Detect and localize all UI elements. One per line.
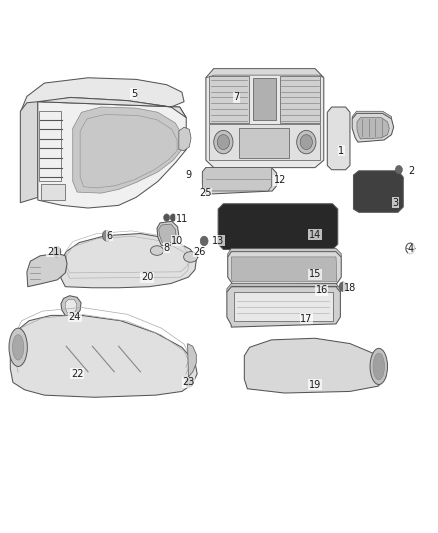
Polygon shape bbox=[65, 300, 77, 313]
Polygon shape bbox=[228, 248, 341, 257]
Polygon shape bbox=[61, 296, 81, 317]
Ellipse shape bbox=[373, 353, 385, 379]
Text: 26: 26 bbox=[193, 247, 205, 256]
Polygon shape bbox=[41, 184, 65, 199]
Polygon shape bbox=[20, 102, 38, 203]
Polygon shape bbox=[202, 167, 277, 194]
Circle shape bbox=[170, 214, 176, 221]
Text: 16: 16 bbox=[315, 286, 328, 295]
Text: 20: 20 bbox=[141, 272, 153, 282]
Text: 19: 19 bbox=[309, 379, 321, 390]
Polygon shape bbox=[227, 284, 340, 292]
Text: 18: 18 bbox=[344, 283, 356, 293]
Polygon shape bbox=[327, 107, 350, 169]
Ellipse shape bbox=[9, 328, 27, 367]
Polygon shape bbox=[228, 252, 341, 286]
Circle shape bbox=[200, 236, 208, 246]
Text: 24: 24 bbox=[69, 312, 81, 322]
Polygon shape bbox=[20, 78, 184, 112]
Ellipse shape bbox=[370, 349, 388, 384]
Polygon shape bbox=[61, 233, 196, 288]
Polygon shape bbox=[227, 287, 340, 327]
Text: 11: 11 bbox=[176, 214, 188, 224]
Polygon shape bbox=[38, 98, 186, 118]
Circle shape bbox=[339, 282, 347, 292]
Text: 9: 9 bbox=[185, 170, 191, 180]
Polygon shape bbox=[38, 102, 186, 208]
Polygon shape bbox=[209, 76, 249, 123]
Circle shape bbox=[214, 131, 233, 154]
Text: 1: 1 bbox=[338, 146, 344, 156]
Polygon shape bbox=[280, 76, 320, 123]
Text: 17: 17 bbox=[300, 313, 312, 324]
Text: 5: 5 bbox=[131, 88, 137, 99]
Polygon shape bbox=[157, 221, 179, 246]
Polygon shape bbox=[357, 118, 389, 139]
Ellipse shape bbox=[12, 335, 24, 360]
Text: 15: 15 bbox=[309, 270, 321, 279]
Circle shape bbox=[297, 131, 316, 154]
Text: 3: 3 bbox=[393, 198, 399, 208]
Polygon shape bbox=[179, 127, 191, 151]
Text: 25: 25 bbox=[199, 188, 211, 198]
Text: 2: 2 bbox=[408, 166, 414, 176]
Ellipse shape bbox=[150, 246, 163, 255]
Polygon shape bbox=[187, 344, 196, 377]
Text: 12: 12 bbox=[274, 175, 286, 185]
Circle shape bbox=[396, 165, 403, 174]
Text: 23: 23 bbox=[182, 377, 194, 387]
Polygon shape bbox=[244, 338, 386, 393]
Text: 13: 13 bbox=[212, 236, 224, 246]
Text: 10: 10 bbox=[171, 236, 184, 246]
Text: 8: 8 bbox=[163, 243, 170, 253]
Polygon shape bbox=[231, 257, 337, 281]
Polygon shape bbox=[239, 128, 289, 158]
Polygon shape bbox=[352, 114, 394, 142]
Polygon shape bbox=[27, 253, 67, 287]
Polygon shape bbox=[352, 111, 392, 119]
Ellipse shape bbox=[184, 252, 198, 262]
Circle shape bbox=[163, 214, 170, 221]
Text: 6: 6 bbox=[107, 231, 113, 241]
Circle shape bbox=[300, 135, 312, 150]
Text: 4: 4 bbox=[408, 245, 414, 254]
Polygon shape bbox=[206, 69, 324, 78]
Text: 7: 7 bbox=[233, 92, 240, 102]
Text: 22: 22 bbox=[71, 369, 83, 379]
Polygon shape bbox=[353, 171, 403, 212]
Text: 14: 14 bbox=[309, 230, 321, 240]
Text: 21: 21 bbox=[47, 247, 59, 256]
Polygon shape bbox=[218, 204, 338, 249]
Polygon shape bbox=[73, 107, 182, 193]
Polygon shape bbox=[234, 292, 332, 321]
Circle shape bbox=[52, 246, 61, 257]
Polygon shape bbox=[253, 78, 276, 120]
Polygon shape bbox=[159, 224, 176, 243]
Polygon shape bbox=[11, 316, 197, 397]
Polygon shape bbox=[202, 167, 272, 191]
Circle shape bbox=[102, 230, 111, 241]
Circle shape bbox=[185, 377, 193, 387]
Polygon shape bbox=[209, 124, 320, 160]
Polygon shape bbox=[206, 69, 324, 167]
Circle shape bbox=[217, 135, 230, 150]
